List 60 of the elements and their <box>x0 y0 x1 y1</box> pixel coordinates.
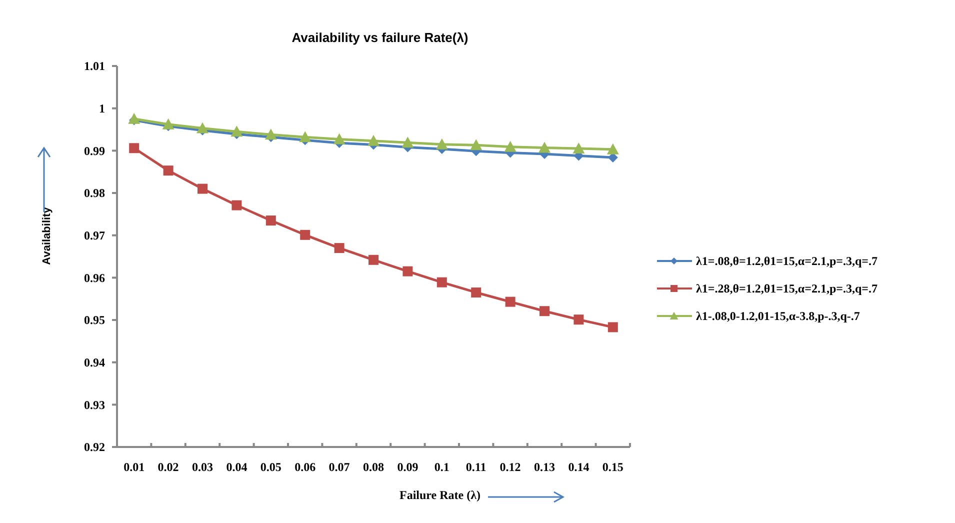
point <box>471 287 482 298</box>
y-tick-label: 0.93 <box>84 398 105 412</box>
y-tick-label: 0.97 <box>84 228 105 243</box>
y-tick-label: 0.98 <box>84 186 105 200</box>
x-tick-label: 0.09 <box>397 460 418 474</box>
point <box>230 126 243 137</box>
chart-title: Availability vs failure Rate(λ) <box>292 30 468 45</box>
y-tick-label: 0.95 <box>84 313 105 328</box>
point <box>334 243 344 254</box>
x-tick-label: 0.12 <box>500 460 521 474</box>
point <box>540 306 550 316</box>
point <box>574 314 584 325</box>
y-tick-label: 1 <box>99 102 105 116</box>
point <box>300 230 310 240</box>
x-tick-label: 0.02 <box>158 460 179 474</box>
point <box>368 254 378 265</box>
point <box>436 138 448 150</box>
point <box>128 112 140 124</box>
x-tick-label: 0.07 <box>328 460 350 474</box>
point <box>129 143 140 154</box>
point <box>505 296 516 307</box>
point <box>232 200 242 210</box>
point <box>436 277 447 288</box>
point <box>266 216 276 226</box>
point <box>198 184 208 194</box>
point <box>368 134 380 146</box>
x-tick-label: 0.1 <box>434 460 450 474</box>
point <box>402 136 414 148</box>
x-tick-label: 0.06 <box>294 460 316 474</box>
x-tick-label: 0.14 <box>568 460 590 474</box>
x-tick-label: 0.13 <box>534 460 555 474</box>
point <box>538 142 550 153</box>
x-tick-label: 0.15 <box>602 460 624 474</box>
point <box>402 266 413 276</box>
point <box>163 166 174 176</box>
x-axis-title: Failure Rate (λ) <box>400 488 480 502</box>
point <box>264 128 277 140</box>
y-axis-title: Availability <box>41 206 53 265</box>
x-tick-label: 0.05 <box>260 460 282 474</box>
point <box>333 133 346 144</box>
legend-label: λ1-.08,0-1.2,01-15,α-3.8,p-.3,q-.7 <box>696 309 860 324</box>
x-tick-label: 0.08 <box>363 460 384 474</box>
y-tick-label: 1.01 <box>84 59 105 74</box>
y-tick-label: 0.96 <box>84 270 105 285</box>
legend-label: λ1=.28,θ=1.2,θ1=15,α=2.1,p=.3,q=.7 <box>696 282 878 296</box>
y-tick-label: 0.92 <box>84 440 105 454</box>
legend-label: λ1=.08,θ=1.2,θ1=15,α=2.1,p=.3,q=.7 <box>696 254 878 268</box>
x-tick-label: 0.03 <box>192 460 213 474</box>
x-tick-label: 0.11 <box>466 460 486 474</box>
point <box>606 143 619 154</box>
point <box>162 118 174 130</box>
point <box>608 322 618 332</box>
point <box>504 140 516 152</box>
y-tick-label: 0.94 <box>84 356 105 370</box>
x-tick-label: 0.01 <box>124 460 145 474</box>
x-tick-label: 0.04 <box>226 460 248 474</box>
y-tick-label: 0.99 <box>84 144 105 158</box>
point <box>470 139 482 150</box>
point <box>299 131 312 142</box>
point <box>572 142 585 154</box>
